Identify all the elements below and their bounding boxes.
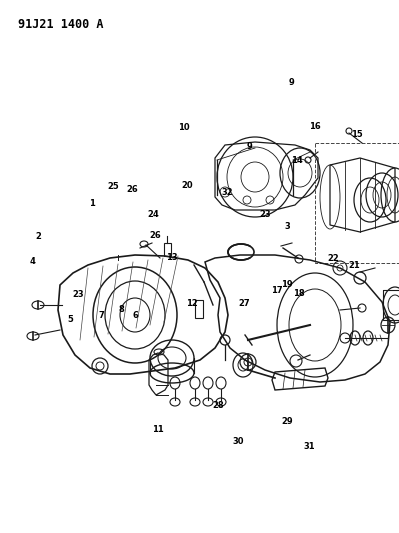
Text: 13: 13 (166, 253, 178, 262)
Text: 26: 26 (126, 185, 138, 193)
Text: 14: 14 (291, 157, 303, 165)
Text: 29: 29 (281, 417, 293, 425)
Text: 12: 12 (186, 300, 198, 308)
Text: 9: 9 (247, 142, 252, 151)
Text: 15: 15 (351, 130, 363, 139)
Text: 17: 17 (271, 286, 283, 295)
Text: 10: 10 (178, 124, 190, 132)
Text: 9: 9 (288, 78, 294, 87)
Bar (195, 300, 203, 318)
Text: 8: 8 (119, 305, 124, 313)
Text: 30: 30 (233, 437, 244, 446)
Text: 24: 24 (148, 211, 160, 219)
Text: 6: 6 (133, 311, 138, 320)
Text: 2: 2 (35, 232, 41, 240)
Text: 23: 23 (72, 290, 84, 298)
Text: 20: 20 (182, 181, 194, 190)
Text: 27: 27 (238, 300, 250, 308)
Text: 11: 11 (152, 425, 164, 433)
Text: 28: 28 (213, 401, 225, 409)
Text: 16: 16 (309, 123, 321, 131)
Text: 26: 26 (149, 231, 161, 240)
Text: 31: 31 (303, 442, 315, 451)
Text: 25: 25 (108, 182, 120, 191)
Text: 18: 18 (293, 289, 305, 297)
Text: 19: 19 (281, 280, 293, 288)
Text: 3: 3 (284, 222, 290, 231)
Text: 4: 4 (30, 257, 36, 265)
Text: 23: 23 (259, 210, 271, 219)
Text: 22: 22 (327, 254, 339, 263)
Bar (383, 290, 399, 320)
Text: 21: 21 (348, 261, 360, 270)
Text: 1: 1 (89, 199, 95, 208)
Bar (315, 143, 399, 263)
Text: 91J21 1400 A: 91J21 1400 A (18, 18, 103, 31)
Text: 32: 32 (221, 189, 233, 197)
Bar (164, 243, 171, 256)
Text: 7: 7 (99, 311, 105, 320)
Text: 5: 5 (67, 316, 73, 324)
